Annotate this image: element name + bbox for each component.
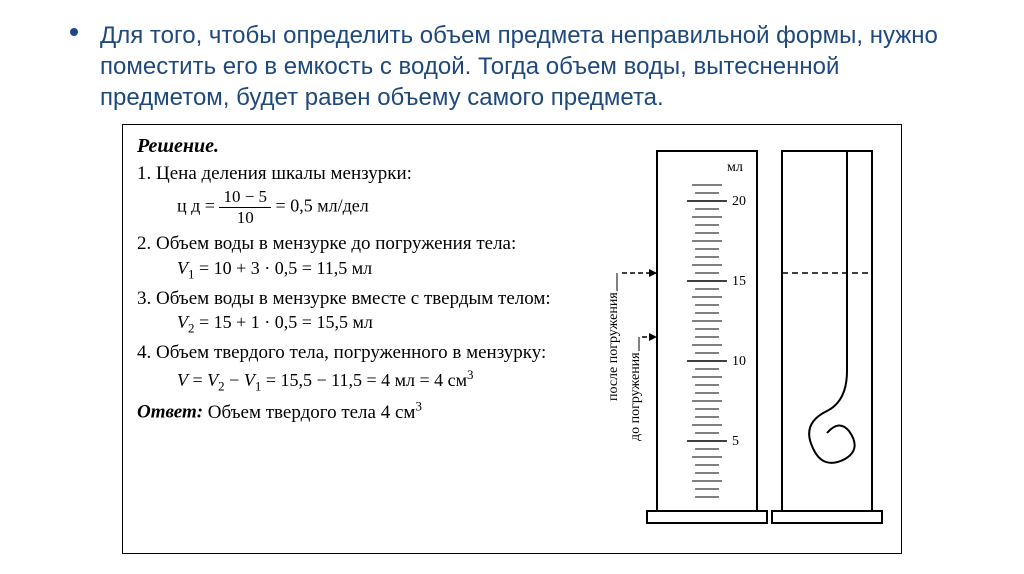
tick-20: 20 <box>732 194 746 209</box>
scale-unit: мл <box>727 160 743 175</box>
step-4-text: 4. Объем твердого тела, погруженного в м… <box>137 341 567 365</box>
solution-box: Решение. 1. Цена деления шкалы мензурки:… <box>122 124 902 554</box>
tick-10: 10 <box>732 354 746 369</box>
answer-label: Ответ: <box>137 402 203 423</box>
label-after: после погружения <box>606 291 621 400</box>
cylinder-right <box>772 151 882 523</box>
step-3-text: 3. Объем воды в мензурке вместе с тверды… <box>137 287 567 311</box>
step-1-text: 1. Цена деления шкалы мензурки: <box>137 162 567 186</box>
tick-15: 15 <box>732 274 746 289</box>
bullet-icon <box>70 28 78 36</box>
formula-suffix: = 0,5 мл/дел <box>276 196 369 216</box>
label-before: до погружения <box>628 351 643 440</box>
fraction: 10 − 5 10 <box>219 187 271 228</box>
cylinder-left: мл 20 15 10 5 после погружения <box>606 151 767 523</box>
intro-text: Для того, чтобы определить объем предмет… <box>100 22 938 111</box>
step-2-text: 2. Объем воды в мензурке до погружения т… <box>137 232 567 256</box>
answer-text: Объем твердого тела 4 см3 <box>203 402 422 423</box>
intro-paragraph: Для того, чтобы определить объем предмет… <box>60 20 964 114</box>
frac-denominator: 10 <box>219 208 271 228</box>
tick-5: 5 <box>732 434 739 449</box>
frac-numerator: 10 − 5 <box>219 187 271 208</box>
formula-prefix: ц д = <box>177 196 215 216</box>
cylinders-diagram: мл 20 15 10 5 после погружения <box>587 141 887 541</box>
